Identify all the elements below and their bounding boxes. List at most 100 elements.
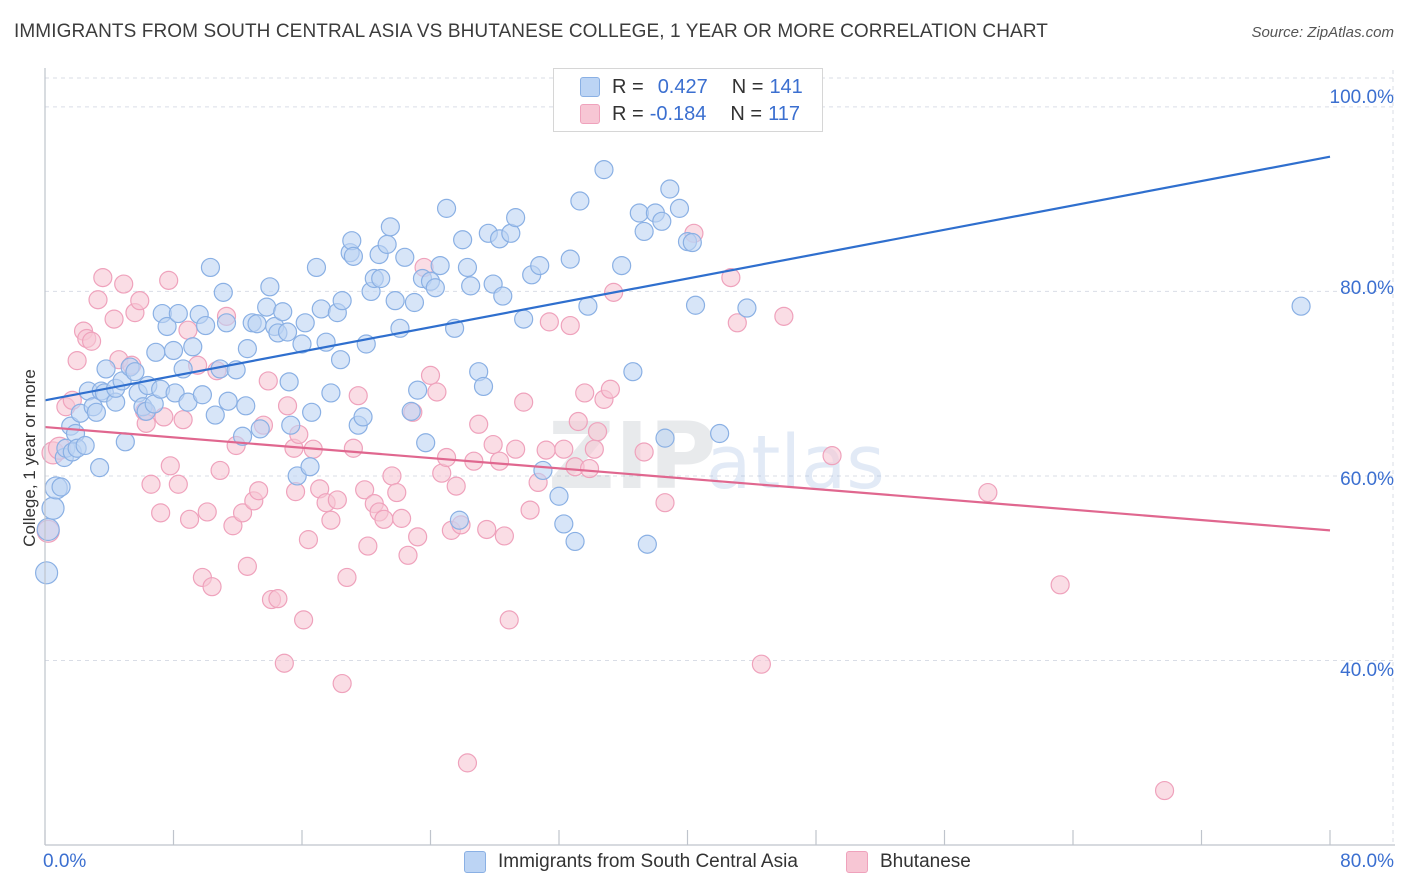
data-point (321, 383, 341, 403)
data-point (473, 376, 494, 397)
data-point (173, 410, 193, 430)
legend-n-label: N = (730, 102, 763, 125)
data-point (200, 257, 221, 278)
y-tick-label-60: 60.0% (1340, 469, 1394, 490)
legend-swatch-blue (580, 77, 600, 97)
source-label: Source: ZipAtlas.com (1251, 24, 1394, 41)
data-point (300, 457, 320, 477)
y-tick-label-80: 80.0% (1340, 278, 1394, 299)
data-point (75, 435, 95, 456)
data-point (514, 309, 534, 329)
data-point (420, 365, 441, 385)
data-point (685, 295, 706, 315)
data-point (584, 439, 604, 459)
data-point (499, 610, 519, 630)
data-point (600, 379, 621, 399)
data-point (436, 447, 457, 468)
data-point (978, 482, 998, 503)
data-point (96, 359, 116, 379)
data-point (36, 517, 60, 542)
data-point (236, 396, 256, 416)
trend-line-south-central-asia (44, 155, 1331, 402)
data-point (104, 309, 124, 329)
series-south-central-asia-points (35, 160, 1311, 585)
data-point (277, 396, 298, 416)
data-point (554, 439, 574, 459)
data-point (86, 402, 107, 422)
data-point (578, 296, 598, 316)
data-point (634, 221, 654, 242)
data-point (337, 567, 357, 588)
data-point (520, 500, 540, 520)
data-point (353, 407, 373, 427)
data-point (408, 527, 428, 547)
axes (44, 68, 1395, 846)
data-point (163, 340, 184, 361)
data-point (436, 198, 457, 218)
data-point (1154, 780, 1175, 801)
data-point (223, 516, 243, 536)
data-point (250, 419, 270, 439)
data-point (398, 545, 418, 565)
data-point (710, 423, 730, 444)
bottom-legend-label: Immigrants from South Central Asia (498, 851, 798, 872)
data-point (382, 466, 402, 486)
bottom-legend-series2: Bhutanese (846, 851, 971, 873)
y-tick-label-100: 100.0% (1329, 87, 1394, 108)
data-point (506, 439, 526, 459)
data-point (514, 392, 534, 412)
data-point (560, 249, 580, 269)
data-point (257, 297, 277, 317)
data-point (332, 673, 352, 694)
data-point (247, 314, 267, 334)
data-point (575, 383, 595, 403)
x-tick-label-min: 0.0% (43, 851, 87, 872)
data-point (506, 208, 526, 228)
data-point (130, 291, 150, 311)
data-point (67, 351, 87, 371)
data-point (311, 299, 331, 319)
y-axis-label: College, 1 year or more (20, 369, 39, 547)
legend-row-series1: R = 0.427 N = 141 (580, 74, 803, 100)
data-point (196, 315, 216, 336)
data-point (168, 303, 188, 324)
data-point (565, 531, 585, 552)
data-point (682, 232, 702, 253)
data-point (380, 217, 400, 237)
data-point (192, 385, 213, 405)
data-point (154, 407, 174, 427)
data-point (292, 334, 312, 354)
data-point (216, 313, 237, 333)
data-point (306, 257, 327, 278)
data-point (385, 291, 405, 311)
legend-r-label: R = (612, 102, 644, 125)
bottom-legend-series1: Immigrants from South Central Asia (464, 851, 798, 873)
x-tick-label-max: 80.0% (1340, 851, 1394, 872)
data-point (387, 482, 407, 503)
data-point (125, 362, 145, 382)
data-point (237, 339, 257, 359)
legend-row-series2: R = -0.184 N = 117 (580, 101, 800, 127)
data-point (539, 312, 559, 332)
bottom-legend-swatch-blue (464, 851, 486, 873)
data-point (160, 456, 180, 476)
data-point (35, 561, 59, 585)
data-point (530, 255, 550, 276)
data-point (249, 481, 269, 501)
data-point (425, 278, 445, 298)
data-point (430, 255, 450, 276)
data-point (549, 486, 569, 506)
data-point (232, 503, 253, 523)
data-point (298, 530, 319, 550)
data-point (232, 426, 253, 446)
data-point (258, 371, 278, 391)
data-point (183, 337, 203, 357)
data-point (623, 362, 643, 382)
data-point (281, 415, 301, 435)
data-point (1291, 296, 1311, 316)
data-point (461, 276, 481, 296)
data-point (141, 474, 161, 494)
data-point (327, 490, 347, 510)
data-point (51, 477, 71, 497)
data-point (168, 474, 188, 494)
